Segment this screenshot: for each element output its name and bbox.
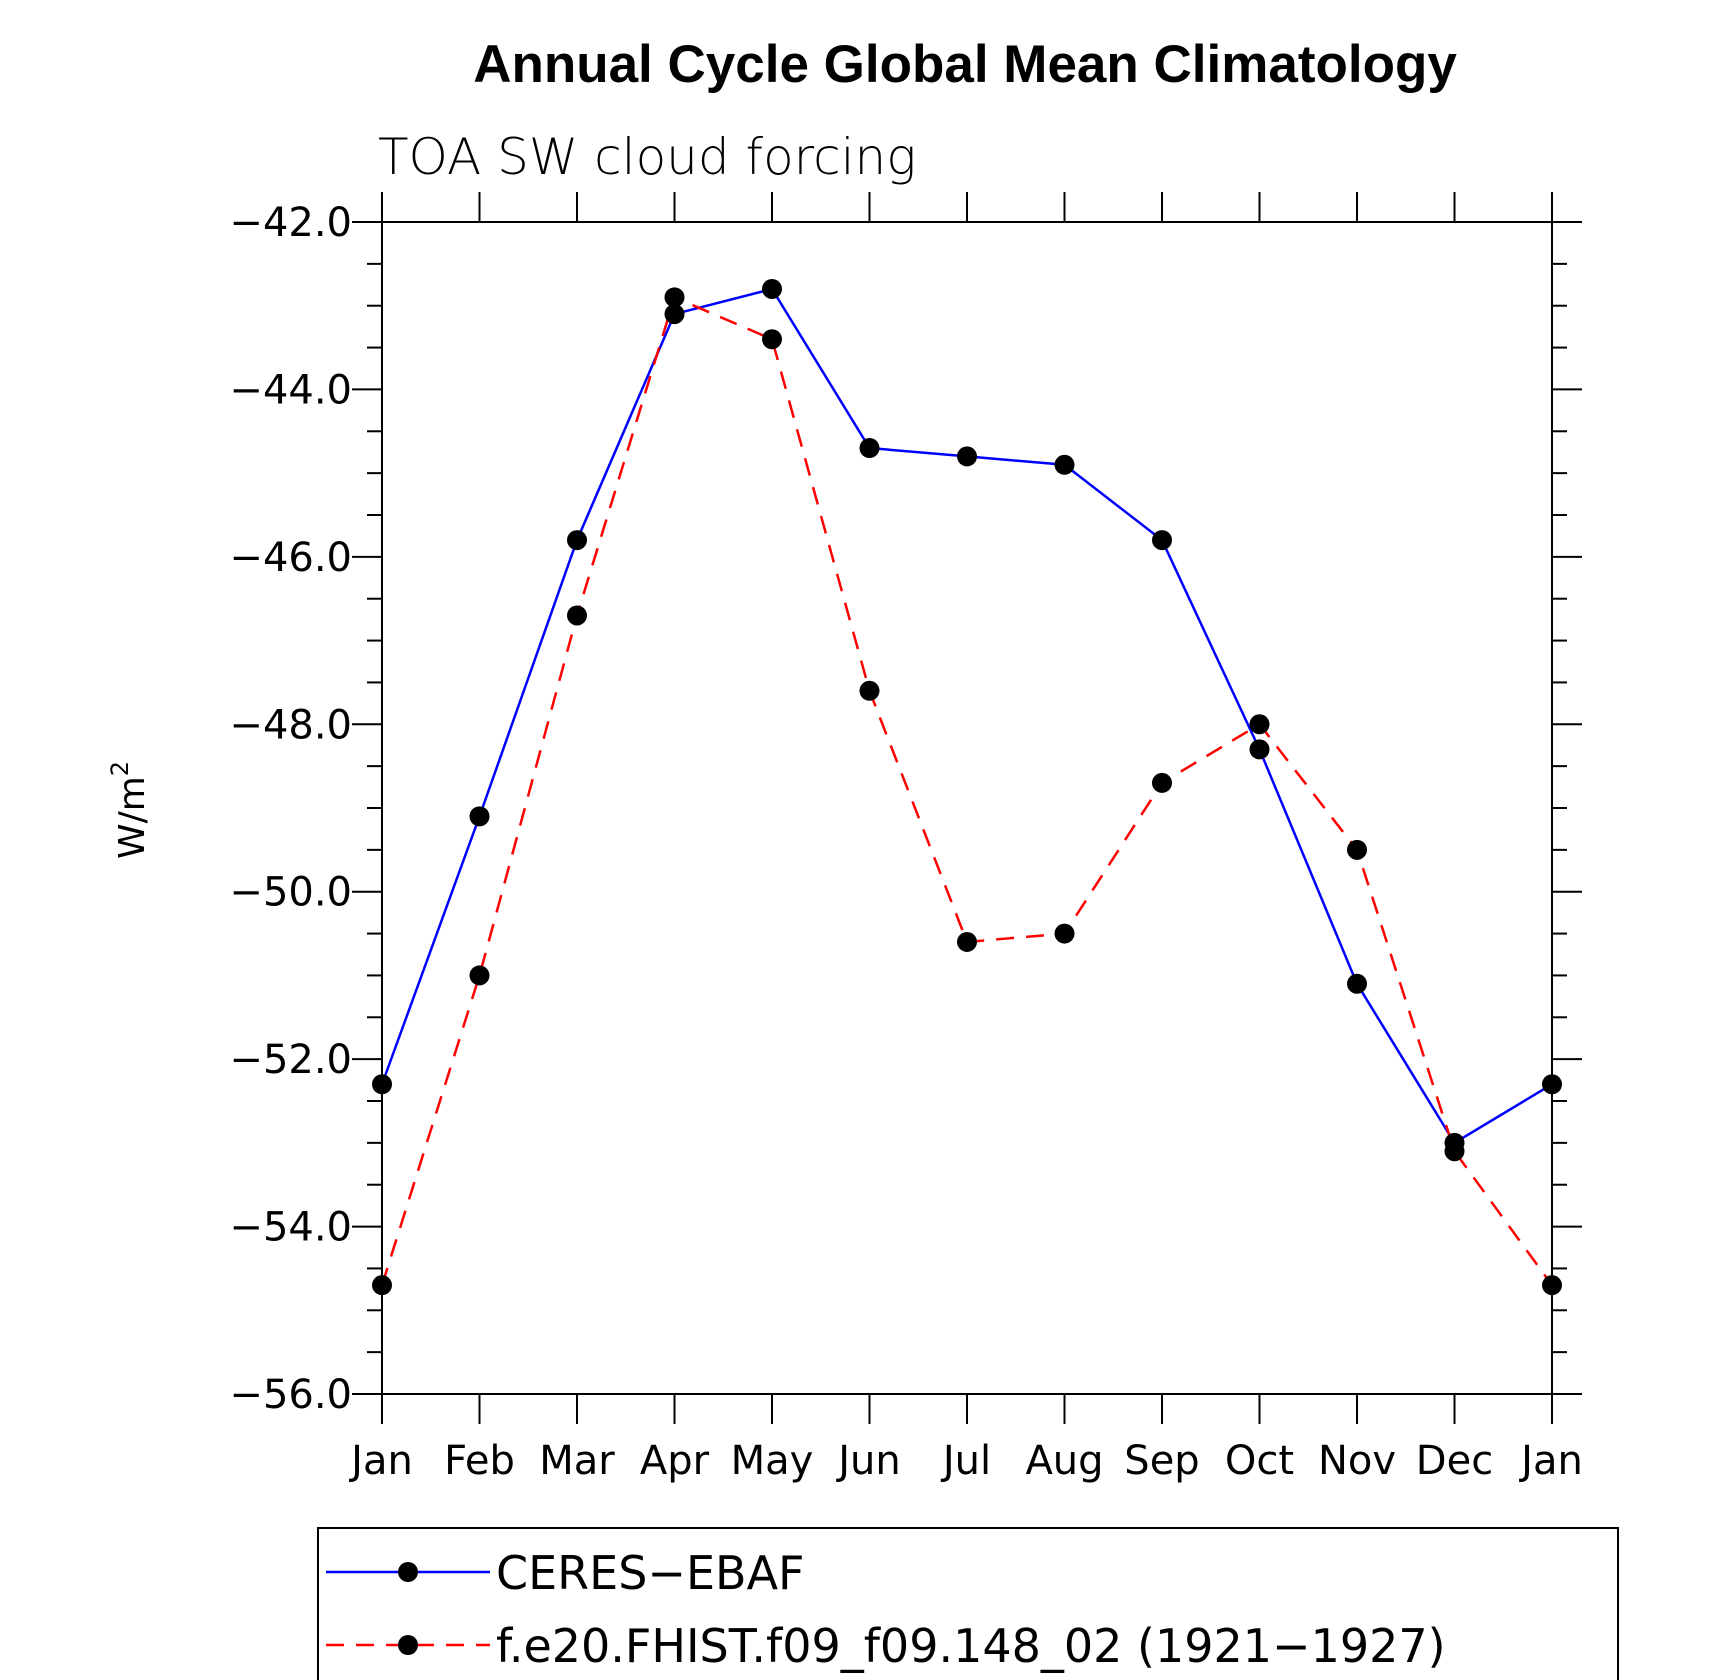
legend-marker-1: [398, 1562, 418, 1582]
series-2-point: [859, 680, 880, 701]
x-tick-label: Sep: [1124, 1438, 1199, 1484]
series-layer: [372, 278, 1562, 1296]
series-2-point: [1152, 772, 1172, 793]
x-tick-label: Jan: [1518, 1438, 1583, 1484]
series-1-point: [1542, 1074, 1562, 1095]
x-tick-label: Jan: [348, 1438, 413, 1484]
series-2-point: [1054, 923, 1075, 944]
y-tick-label: −54.0: [229, 1205, 352, 1251]
series-1-point: [664, 304, 685, 325]
series-line-1: [380, 287, 1553, 1145]
legend: CERES−EBAF f.e20.FHIST.f09_f09.148_02 (19…: [317, 1527, 1619, 1680]
y-tick-label: −42.0: [229, 200, 352, 246]
legend-label-1: CERES−EBAF: [496, 1546, 805, 1600]
x-tick-label: Nov: [1318, 1438, 1396, 1484]
y-tick-label: −48.0: [229, 702, 352, 748]
series-2-point: [1249, 714, 1270, 735]
series-2-point: [567, 605, 587, 626]
y-axis-label: W/m2: [106, 761, 153, 859]
y-tick-label: −56.0: [229, 1372, 352, 1418]
x-tick-label: Aug: [1025, 1438, 1103, 1484]
x-tick-label: Feb: [444, 1438, 515, 1484]
series-1-point: [762, 278, 782, 299]
y-axis-ticks: −56.0 −54.0 −52.0 −50.0 −48.0 −46.0 −44.0 −42.0: [229, 200, 1582, 1418]
y-tick-label: −46.0: [229, 535, 352, 581]
x-tick-label: May: [731, 1438, 814, 1484]
series-1-point: [372, 1074, 392, 1095]
y-axis-label-text: W/m: [112, 776, 153, 859]
series-2-point: [957, 931, 977, 952]
y-tick-label: −52.0: [229, 1037, 352, 1083]
series-1-point: [859, 438, 880, 459]
x-tick-label: Jun: [835, 1438, 901, 1484]
plot-frame: [381, 221, 1553, 1395]
x-tick-label: Mar: [539, 1438, 615, 1484]
plot-border: [381, 221, 1553, 1395]
series-1-point: [1152, 530, 1172, 551]
series-2-point: [762, 329, 782, 350]
series-line-2: [380, 295, 1554, 1286]
series-2-point: [372, 1275, 392, 1296]
x-axis-ticks: Jan Feb Mar Apr May Jun Jul Aug Sep Oct Nov Dec Jan: [348, 192, 1583, 1484]
x-tick-label: Jul: [940, 1438, 991, 1484]
chart-title: Annual Cycle Global Mean Climatology: [473, 35, 1457, 94]
series-1-point: [567, 530, 587, 551]
legend-box: [317, 1527, 1619, 1680]
series-2-point: [1542, 1275, 1562, 1296]
series-2-point: [1347, 839, 1367, 860]
series-2-point: [1444, 1141, 1465, 1162]
series-1-point: [469, 806, 490, 827]
legend-marker-2: [398, 1635, 418, 1655]
x-tick-label: Oct: [1225, 1438, 1294, 1484]
x-tick-label: Apr: [640, 1438, 710, 1484]
series-1-point: [1347, 973, 1367, 994]
series-2-point: [469, 965, 490, 986]
chart-subtitle: TOA SW cloud forcing: [378, 128, 916, 186]
y-tick-label: −50.0: [229, 870, 352, 916]
y-axis-label-superscript: 2: [106, 761, 134, 776]
series-2-point: [664, 287, 685, 308]
series-1-point: [957, 446, 977, 467]
series-1-point: [1054, 454, 1075, 475]
legend-label-2: f.e20.FHIST.f09_f09.148_02 (1921−1927): [496, 1619, 1446, 1673]
x-tick-label: Dec: [1416, 1438, 1493, 1484]
series-1-point: [1249, 739, 1270, 760]
y-tick-label: −44.0: [229, 367, 352, 413]
